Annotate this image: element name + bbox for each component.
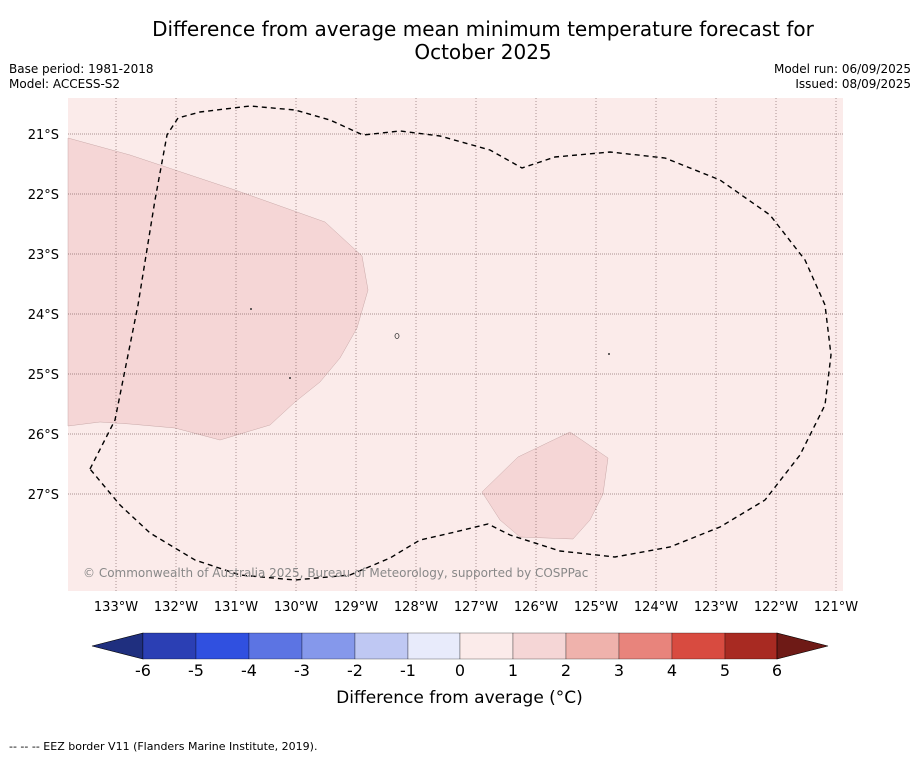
colorbar-tick: -2 — [347, 661, 363, 680]
lon-label: 131°W — [214, 600, 258, 615]
colorbar-ticks: -6 -5 -4 -3 -2 -1 0 1 2 3 4 5 6 — [135, 661, 782, 680]
lon-label: 127°W — [454, 600, 498, 615]
lat-label: 25°S — [28, 368, 59, 383]
model-run: Model run: 06/09/2025 — [773, 62, 911, 76]
model-name: Model: ACCESS-S2 — [9, 77, 121, 91]
lon-label: 123°W — [694, 600, 738, 615]
colorbar-swatch — [618, 632, 673, 660]
colorbar — [91, 632, 829, 660]
longitude-labels: 133°W 132°W 131°W 130°W 129°W 128°W 127°… — [94, 600, 858, 615]
eez-legend-footer: -- -- -- EEZ border V11 (Flanders Marine… — [9, 740, 318, 753]
map-title: Difference from average mean minimum tem… — [0, 18, 919, 64]
eez-border — [89, 105, 832, 581]
title-line-2: October 2025 — [414, 40, 552, 64]
warm-patch-south — [481, 431, 609, 540]
colorbar-tick: 2 — [561, 661, 571, 680]
lon-label: 124°W — [634, 600, 678, 615]
lat-label: 21°S — [28, 128, 59, 143]
meta-left: Base period: 1981-2018 Model: ACCESS-S2 — [9, 62, 154, 92]
colorbar-tick: -6 — [135, 661, 151, 680]
island-3 — [394, 333, 400, 339]
lat-label: 23°S — [28, 248, 59, 263]
base-period: Base period: 1981-2018 — [9, 62, 154, 76]
colorbar-tick: 6 — [772, 661, 782, 680]
island-4 — [608, 353, 610, 355]
colorbar-tick: 0 — [455, 661, 465, 680]
colorbar-swatch — [512, 632, 567, 660]
colorbar-swatch — [407, 632, 461, 660]
lon-label: 125°W — [574, 600, 618, 615]
lon-label: 133°W — [94, 600, 138, 615]
colorbar-tick: 3 — [614, 661, 624, 680]
colorbar-extend-min — [91, 632, 144, 660]
colorbar-swatch — [459, 632, 514, 660]
title-line-1: Difference from average mean minimum tem… — [152, 17, 814, 41]
lon-label: 128°W — [394, 600, 438, 615]
island-2 — [289, 377, 291, 379]
lat-label: 27°S — [28, 488, 59, 503]
lon-label: 122°W — [754, 600, 798, 615]
colorbar-tick: -5 — [188, 661, 204, 680]
latitude-labels: 21°S 22°S 23°S 24°S 25°S 26°S 27°S — [28, 128, 59, 503]
lon-label: 132°W — [154, 600, 198, 615]
colorbar-swatch — [142, 632, 197, 660]
colorbar-swatch — [248, 632, 303, 660]
colorbar-tick: 4 — [667, 661, 677, 680]
warm-patch-west — [67, 137, 369, 441]
island-1 — [250, 308, 252, 310]
lon-label: 121°W — [814, 600, 858, 615]
colorbar-swatch — [354, 632, 409, 660]
colorbar-swatch — [195, 632, 250, 660]
lon-label: 126°W — [514, 600, 558, 615]
colorbar-swatch — [724, 632, 778, 660]
colorbar-swatch — [565, 632, 620, 660]
colorbar-tick: 5 — [720, 661, 730, 680]
colorbar-tick: 1 — [508, 661, 518, 680]
colorbar-label: Difference from average (°C) — [336, 688, 583, 708]
issued-date: Issued: 08/09/2025 — [795, 77, 911, 91]
copyright-notice: © Commonwealth of Australia 2025, Bureau… — [83, 566, 588, 580]
lat-label: 24°S — [28, 308, 59, 323]
colorbar-tick: -1 — [400, 661, 416, 680]
meta-right: Model run: 06/09/2025 Issued: 08/09/2025 — [774, 62, 911, 92]
lat-label: 22°S — [28, 188, 59, 203]
colorbar-swatch — [301, 632, 356, 660]
colorbar-tick: -4 — [241, 661, 257, 680]
colorbar-tick: -3 — [294, 661, 310, 680]
colorbar-swatch — [671, 632, 726, 660]
lon-label: 129°W — [334, 600, 378, 615]
graticule — [68, 98, 843, 591]
lat-label: 26°S — [28, 428, 59, 443]
lon-label: 130°W — [274, 600, 318, 615]
colorbar-extend-max — [776, 632, 829, 660]
